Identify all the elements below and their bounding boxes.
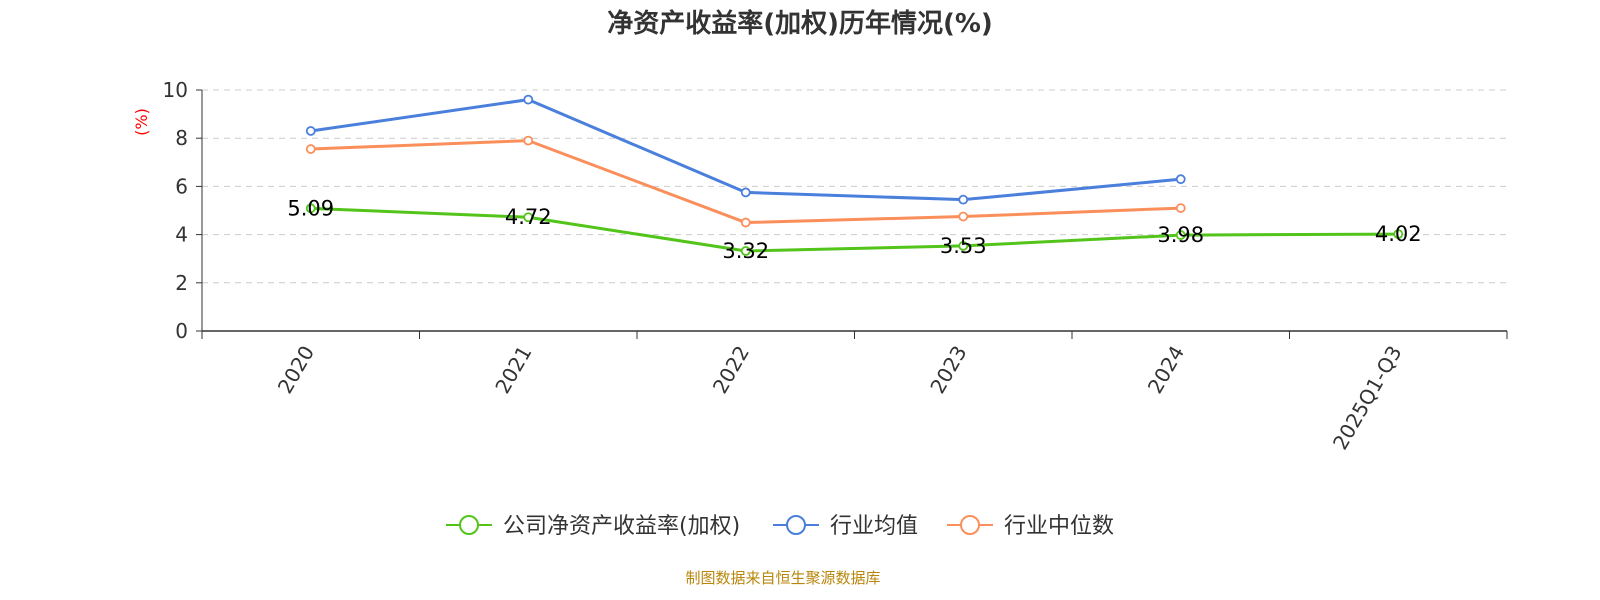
data-point[interactable] [1175, 203, 1186, 213]
data-point[interactable] [523, 212, 534, 223]
data-point[interactable] [958, 211, 969, 222]
legend[interactable]: 公司净资产收益率(加权) 行业均值 行业中位数 [446, 514, 1114, 539]
series-line [310, 98, 1181, 202]
legend-item-label[interactable]: 行业中位数 [1004, 514, 1114, 539]
source-note: 制图数据来自恒生聚源数据库 [685, 569, 880, 587]
data-label: 4.02 [1375, 222, 1422, 246]
data-label: 5.09 [287, 196, 334, 220]
y-tick-label: 10 [163, 78, 188, 102]
y-tick-label: 0 [175, 319, 188, 343]
y-tick-label: 8 [175, 126, 188, 150]
data-label: 3.53 [940, 234, 987, 258]
data-point[interactable] [305, 144, 316, 154]
legend-swatch-marker[interactable] [459, 515, 479, 535]
data-point[interactable] [1175, 230, 1186, 240]
grid-lines [202, 89, 1507, 284]
data-point[interactable] [958, 241, 969, 251]
y-tick-label: 4 [175, 223, 188, 247]
x-tick-label: 2023 [925, 342, 971, 398]
data-point[interactable] [523, 94, 534, 105]
legend-swatch-marker[interactable] [960, 515, 980, 535]
data-label: 3.98 [1157, 223, 1204, 247]
x-tick-label: 2024 [1143, 342, 1189, 398]
data-point[interactable] [305, 126, 316, 136]
y-tick-label: 2 [175, 271, 188, 295]
data-point[interactable] [305, 203, 316, 214]
chart-title: 净资产收益率(加权)历年情况(%) [607, 8, 993, 39]
series-line [310, 139, 1181, 225]
y-axis: 0 2 4 6 8 10 [163, 78, 203, 343]
data-point[interactable] [740, 217, 751, 228]
x-tick-label: 2021 [490, 342, 536, 398]
data-label: 3.32 [722, 239, 769, 263]
x-tick-label: 2025Q1-Q3 [1328, 342, 1407, 454]
data-label: 4.72 [505, 205, 552, 229]
data-point[interactable] [958, 194, 969, 205]
data-point[interactable] [740, 187, 751, 198]
legend-swatch-marker[interactable] [786, 515, 806, 535]
data-labels-layer: 5.09 4.72 3.32 3.53 3.98 4.02 [287, 196, 1421, 263]
data-point[interactable] [740, 246, 751, 256]
legend-item-label[interactable]: 公司净资产收益率(加权) [503, 514, 740, 539]
y-tick-label: 6 [175, 174, 188, 198]
x-tick-label: 2020 [273, 342, 319, 398]
data-point[interactable] [1393, 229, 1404, 240]
series-line [310, 206, 1399, 253]
legend-item-label[interactable]: 行业均值 [830, 514, 918, 539]
data-point[interactable] [1175, 174, 1186, 185]
series-layer [305, 94, 1404, 256]
y-axis-label: (%) [132, 108, 151, 136]
x-tick-label: 2022 [708, 342, 754, 398]
data-point[interactable] [523, 135, 534, 146]
x-axis: 2020 2021 2022 2023 2024 2025Q1-Q3 [201, 330, 1508, 454]
